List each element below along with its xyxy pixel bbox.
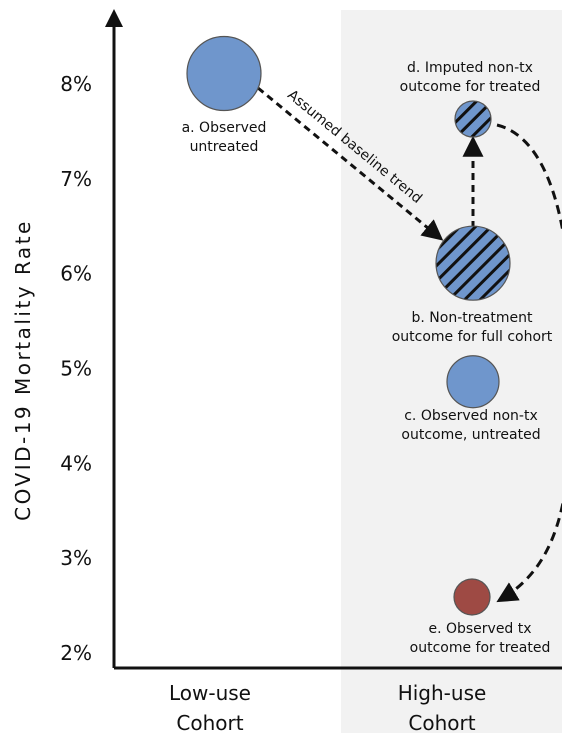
point-label: b. Non-treatment outcome for full cohort: [392, 310, 553, 345]
x-category-label: High-use Cohort: [398, 681, 487, 733]
point-b-non-treatment-full-cohort: [435, 225, 511, 301]
y-tick-label: 3%: [60, 546, 92, 570]
point-label: a. Observed untreated: [182, 120, 267, 155]
y-axis-label: COVID-19 Mortality Rate: [11, 219, 35, 521]
point-label: c. Observed non-tx outcome, untreated: [401, 408, 540, 443]
y-tick-label: 4%: [60, 451, 92, 475]
point-c-observed-non-tx-untreated: [446, 355, 500, 409]
y-tick-label: 8%: [60, 72, 92, 96]
point-label: e. Observed tx outcome for treated: [410, 621, 551, 656]
point-label: d. Imputed non-tx outcome for treated: [400, 60, 541, 95]
point-a-observed-untreated: [186, 35, 262, 112]
y-tick-label: 5%: [60, 357, 92, 381]
y-tick-label: 7%: [60, 167, 92, 191]
point-e-observed-tx-treated: [453, 578, 491, 616]
point-d-imputed-non-tx-treated: [454, 100, 492, 138]
arrow-baseline-trend: [257, 86, 444, 241]
x-category-label: Low-use Cohort: [169, 681, 251, 733]
y-tick-label: 6%: [60, 262, 92, 286]
y-tick-label: 2%: [60, 641, 92, 665]
